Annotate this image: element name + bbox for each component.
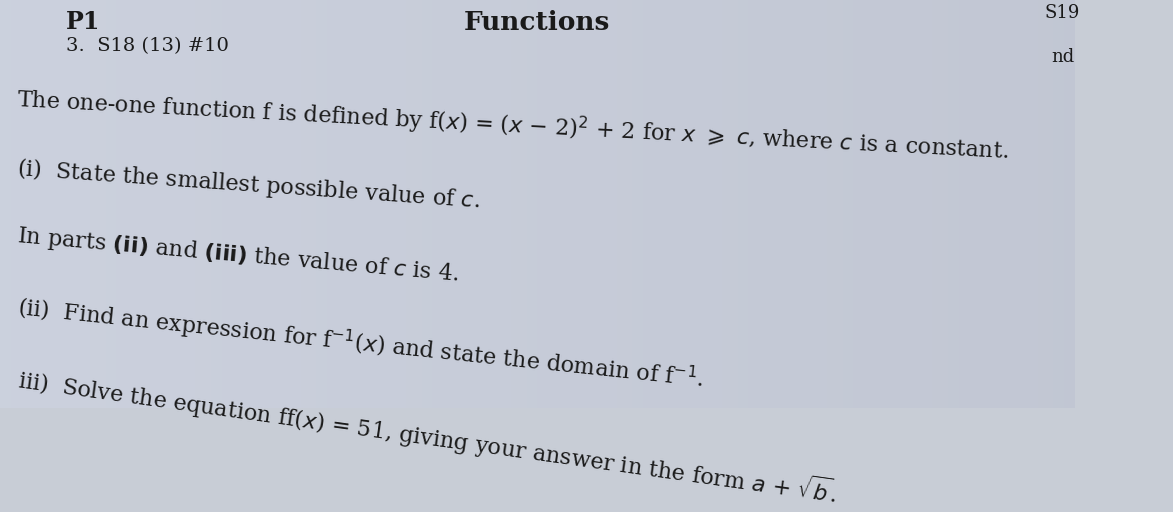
Text: S19: S19 [1044, 4, 1080, 22]
Text: P1: P1 [66, 10, 101, 34]
Text: (ii)  Find an expression for f$^{-1}$($x$) and state the domain of f$^{-1}$.: (ii) Find an expression for f$^{-1}$($x$… [16, 293, 705, 395]
Text: iii)  Solve the equation ff($x$) = 51, giving your answer in the form $a$ + $\sq: iii) Solve the equation ff($x$) = 51, gi… [16, 362, 840, 510]
Text: The one-one function f is defined by f($x$) = ($x$ $-$ 2)$^2$ + 2 for $x$ $\geqs: The one-one function f is defined by f($… [16, 85, 1010, 167]
Text: Functions: Functions [463, 10, 610, 34]
Text: In parts $\mathbf{(ii)}$ and $\mathbf{(iii)}$ the value of $c$ is 4.: In parts $\mathbf{(ii)}$ and $\mathbf{(i… [16, 223, 461, 288]
Text: (i)  State the smallest possible value of $c$.: (i) State the smallest possible value of… [16, 155, 481, 215]
Text: nd: nd [1052, 48, 1074, 66]
Text: 3.  S18 (13) #10: 3. S18 (13) #10 [66, 37, 229, 55]
